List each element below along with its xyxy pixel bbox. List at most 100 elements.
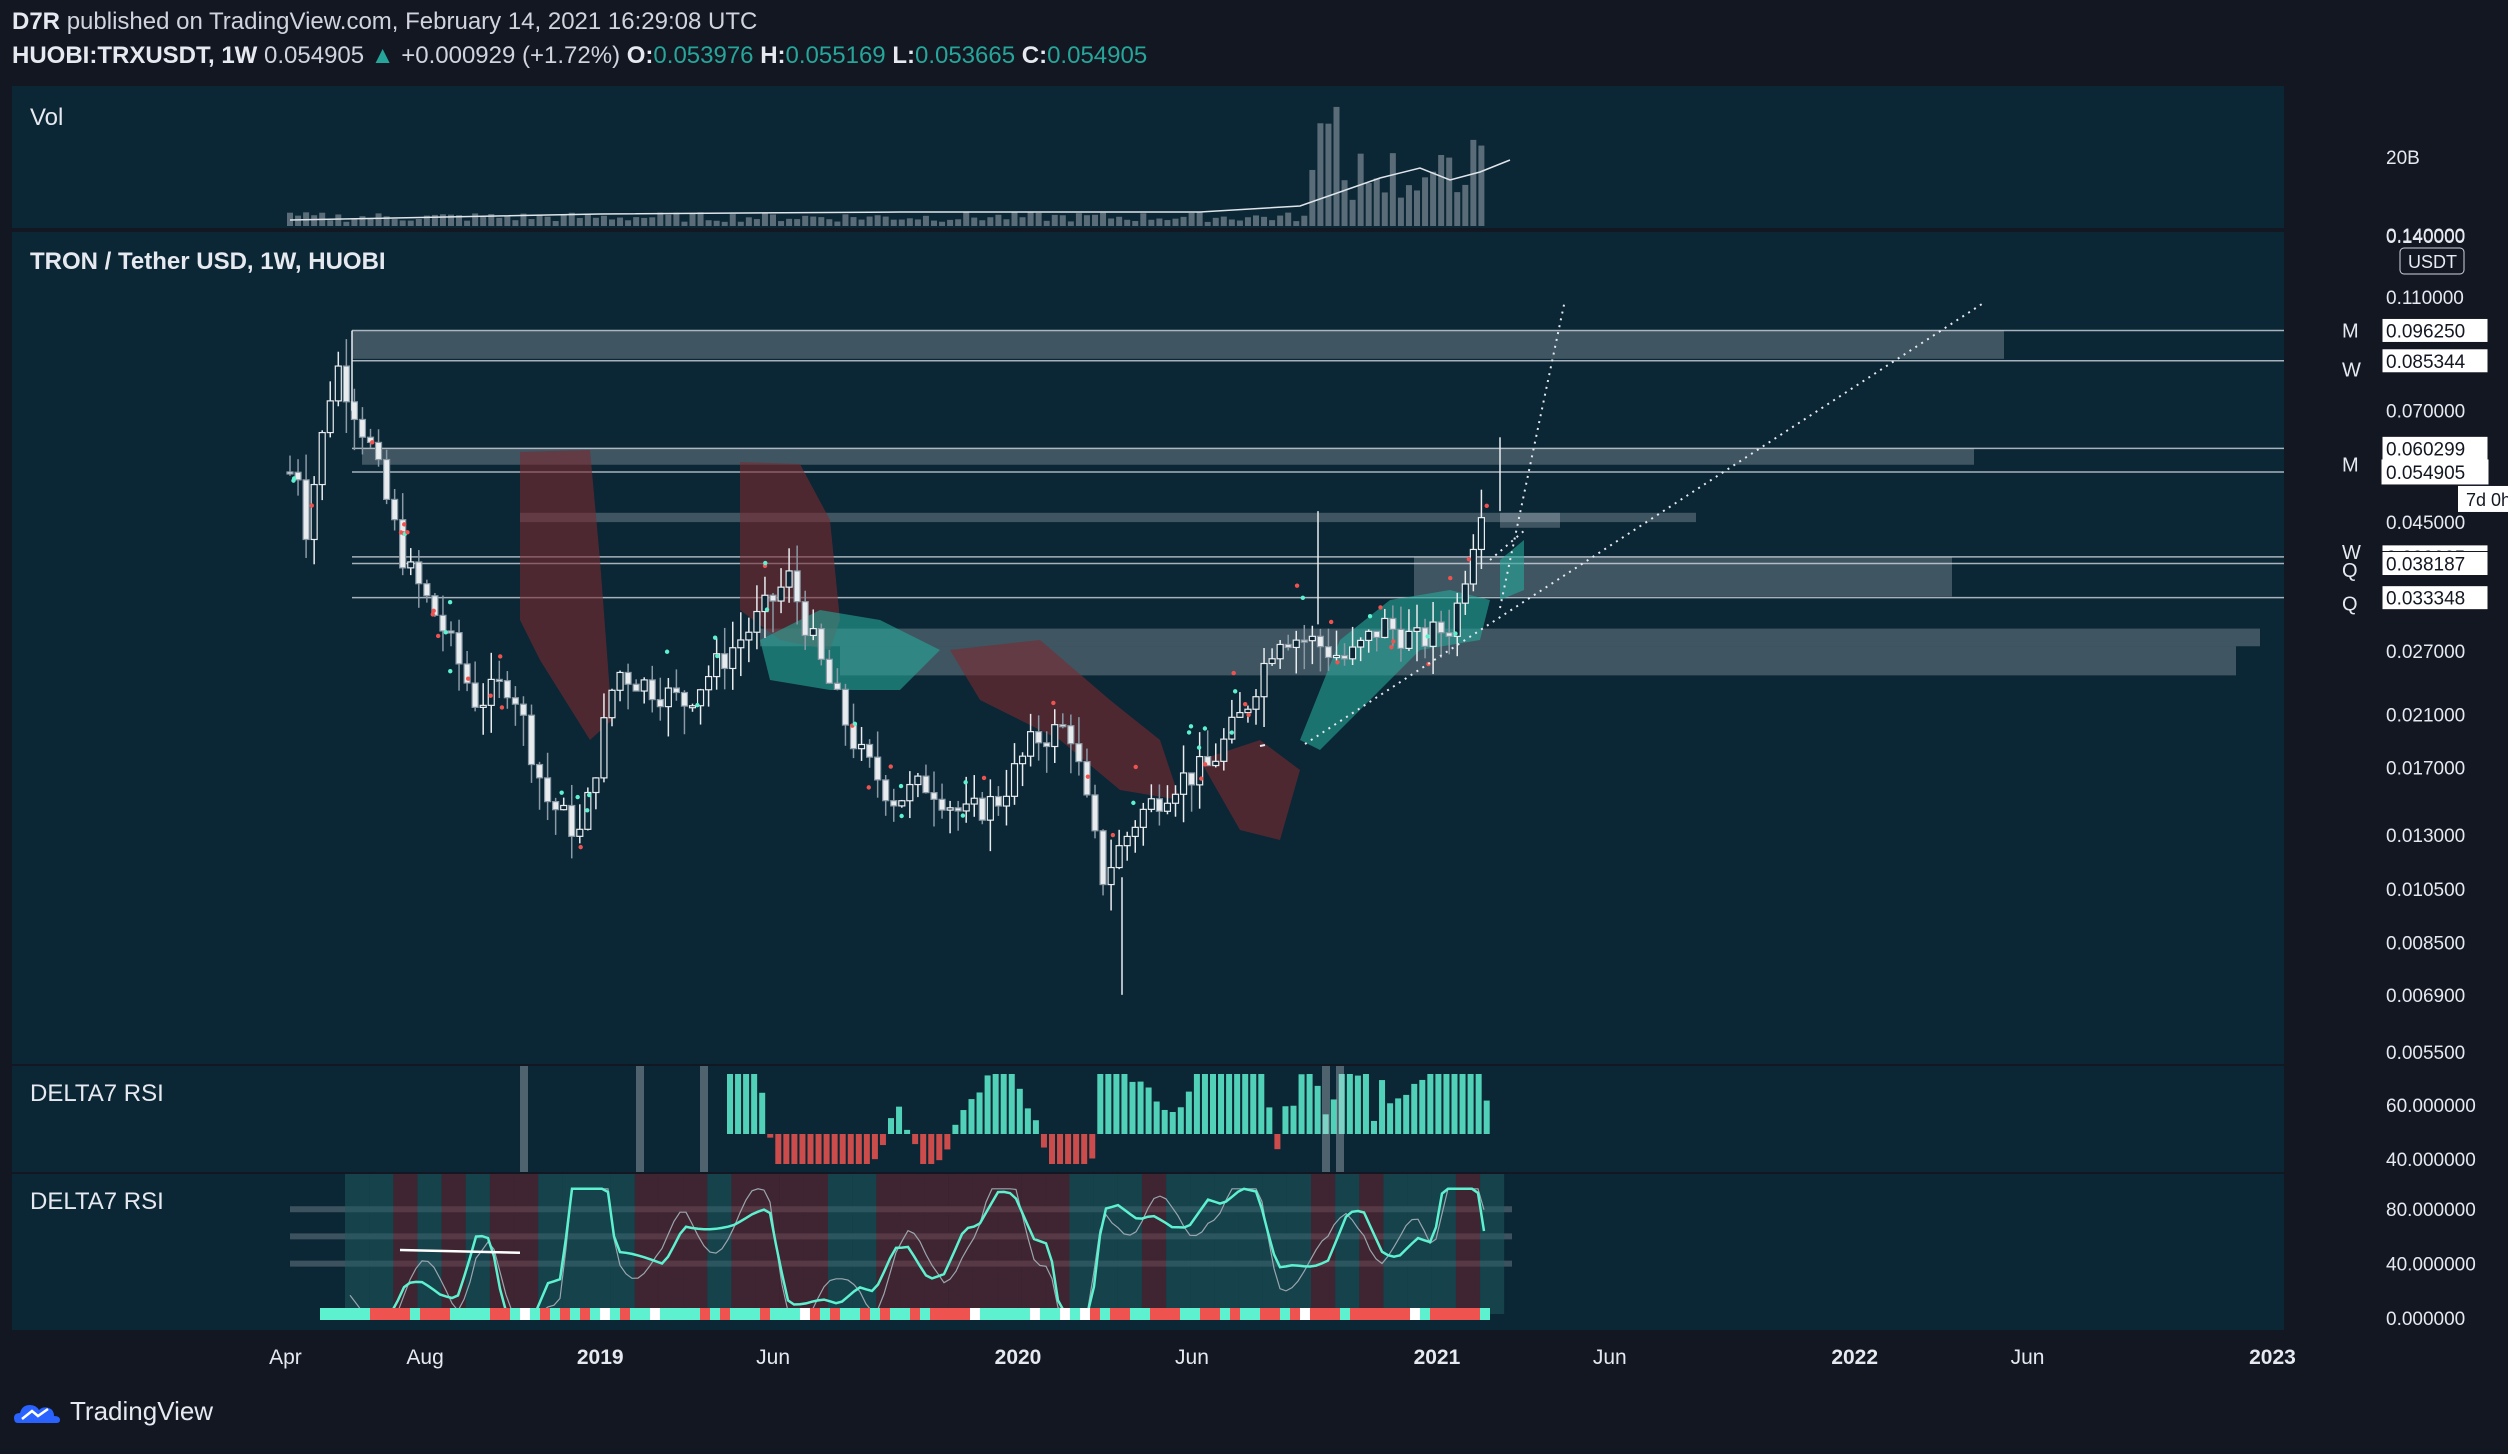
volume-bar [1228, 219, 1235, 226]
rsi-state-strip [740, 1308, 750, 1320]
candle-up [1332, 654, 1341, 659]
rsi-bg-column [1117, 1174, 1142, 1314]
candle-up [1469, 548, 1477, 585]
rsi-bar-up [1201, 1074, 1208, 1134]
rsi-bar-up [960, 1110, 967, 1134]
candle-down [841, 688, 850, 726]
candle-up [1139, 808, 1147, 828]
candle-up [688, 705, 697, 709]
countdown-label: 7d 0h [2466, 490, 2508, 510]
candle-down [890, 800, 898, 807]
candle-down [817, 628, 825, 660]
price-scale[interactable] [2284, 86, 2508, 1330]
candle-up [326, 400, 334, 434]
candle-up [1461, 583, 1469, 604]
volume-bar [995, 214, 1002, 226]
volume-bar [480, 216, 487, 226]
rsi-state-strip [650, 1308, 660, 1320]
rsi-bar-up [968, 1099, 975, 1134]
candle-down [294, 471, 302, 481]
trend-line [1489, 529, 1526, 561]
rsi-bg-column [1069, 1174, 1094, 1314]
candle-up [1018, 755, 1027, 765]
rsi-state-strip [530, 1308, 540, 1320]
candle-up [1051, 724, 1059, 748]
candle-down [543, 777, 552, 803]
volume-bar [939, 221, 946, 226]
author-name[interactable]: D7R [12, 8, 61, 35]
volume-bar [504, 216, 511, 226]
rsi-bar-up [1314, 1085, 1321, 1134]
volume-bar [1261, 216, 1268, 226]
price-tick-label: 0.045000 [2386, 513, 2465, 534]
rsi-state-strip [520, 1308, 530, 1320]
rsi2-tick-label: 80.000000 [2386, 1200, 2476, 1221]
volume-bar [721, 221, 728, 226]
brand-name: TradingView [70, 1396, 214, 1426]
rsi-bar-down [1057, 1134, 1064, 1164]
rsi-bar-up [1451, 1074, 1458, 1134]
candle-up [785, 570, 793, 588]
volume-bar [834, 221, 841, 226]
sell-signal-dot [1391, 639, 1396, 644]
rsi-bar-up [1475, 1074, 1482, 1134]
volume-bar [439, 214, 446, 226]
candle-down [680, 691, 689, 707]
volume-bar [1172, 218, 1179, 226]
candle-down [672, 687, 681, 694]
volume-bar [1430, 171, 1437, 226]
rsi2-tick-label: 40.000000 [2386, 1255, 2476, 1276]
tradingview-logo[interactable]: TradingView [12, 1396, 213, 1427]
candle-up [946, 807, 954, 811]
volume-bar [858, 219, 865, 226]
close-value: 0.054905 [1047, 42, 1148, 69]
price-level-box [2381, 348, 2489, 374]
candle-up [962, 803, 970, 812]
volume-bar [971, 217, 978, 226]
bearish-cloud [950, 640, 1180, 800]
sell-signal-dot [1448, 575, 1453, 581]
rsi-bg-column [538, 1174, 563, 1314]
rsi-state-strip [970, 1308, 980, 1320]
candle-down [511, 697, 520, 705]
buy-signal-dot [1425, 634, 1430, 639]
price-tick-label: 0.006900 [2386, 986, 2465, 1007]
rsi-bar-up [1387, 1103, 1394, 1134]
rsi-state-strip [1390, 1308, 1400, 1320]
candle-down [1340, 654, 1349, 660]
open-label: O: [626, 42, 654, 69]
published-text: published on TradingView.com, February 1… [66, 8, 758, 35]
candle-up [664, 687, 672, 708]
candle-down [391, 498, 399, 521]
candle-up [1244, 708, 1252, 714]
sell-signal-dot [1294, 583, 1300, 588]
rsi-state-strip [1010, 1308, 1020, 1320]
volume-bar [987, 217, 994, 226]
volume-bar [335, 214, 342, 226]
sell-signal-dot [1466, 556, 1472, 562]
volume-scale-label: 20B [2386, 148, 2420, 169]
volume-bar [367, 218, 374, 226]
candle-up [1212, 760, 1220, 767]
bullish-cloud [1500, 540, 1524, 600]
rsi-bar-up [1282, 1106, 1289, 1134]
candle-down [648, 679, 656, 701]
buy-signal-dot [1131, 800, 1136, 806]
symbol-label[interactable]: HUOBI:TRXUSDT, 1W [12, 42, 258, 69]
rsi-state-strip [1050, 1308, 1060, 1320]
rsi-state-strip [1250, 1308, 1260, 1320]
volume-pane[interactable]: Vol [12, 86, 2284, 228]
price-pane[interactable]: TRON / Tether USD, 1W, HUOBI [12, 232, 2284, 1064]
candle-down [801, 601, 809, 637]
candle-down [1155, 798, 1164, 812]
rsi-state-strip [1240, 1308, 1250, 1320]
rsi-bar-up [1113, 1074, 1120, 1134]
volume-bar [1470, 139, 1477, 226]
candle-down [374, 441, 383, 461]
x-tick-label: Apr [269, 1346, 302, 1369]
volume-bar [882, 216, 889, 226]
buy-signal-dot [1202, 726, 1208, 731]
candle-down [552, 801, 560, 811]
rsi-bg-column [1190, 1174, 1215, 1314]
volume-bar [1277, 215, 1284, 226]
